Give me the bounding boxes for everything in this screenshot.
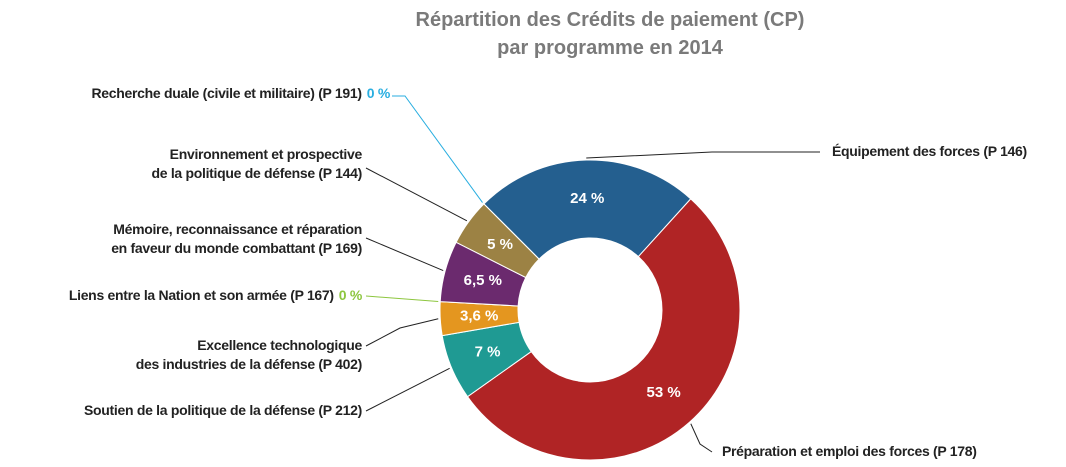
category-name: Équipement des forces (P 146) (832, 143, 1027, 159)
leader-line (690, 423, 713, 453)
chart-title: Répartition des Crédits de paiement (CP)… (415, 9, 805, 59)
leader-line (365, 318, 439, 347)
value-label: 3,6 % (460, 307, 498, 324)
value-label: 0 % (366, 85, 391, 101)
category-label: Équipement des forces (P 146) (832, 142, 1027, 161)
category-label: Soutien de la politique de la défense (P… (84, 401, 362, 420)
category-label: Mémoire, reconnaissance et réparation en… (111, 220, 362, 258)
category-name: Recherche duale (civile et militaire) (P… (91, 85, 363, 101)
leader-line (365, 167, 468, 222)
category-name: Excellence technologique des industries … (135, 337, 363, 372)
category-label: Excellence technologique des industries … (135, 336, 363, 374)
leader-line (365, 237, 444, 272)
category-name: Environnement et prospective de la polit… (151, 146, 363, 181)
category-name: Préparation et emploi des forces (P 178) (722, 443, 977, 459)
slice (483, 159, 692, 260)
category-label: Environnement et prospective de la polit… (152, 145, 363, 183)
value-label: 24 % (570, 190, 604, 207)
value-label: 5 % (487, 236, 513, 253)
category-label: Préparation et emploi des forces (P 178) (722, 442, 977, 461)
slice (466, 198, 741, 461)
category-name: Liens entre la Nation et son armée (P 16… (68, 287, 334, 303)
category-name: Mémoire, reconnaissance et réparation en… (111, 221, 362, 256)
slice (483, 203, 540, 260)
leader-line (586, 151, 820, 159)
value-label: 53 % (647, 384, 681, 401)
leader-line (365, 367, 450, 412)
leader-line (365, 295, 439, 302)
category-label: Liens entre la Nation et son armée (P 16… (69, 286, 362, 305)
value-label: 0 % (338, 287, 363, 303)
leader-line (392, 95, 483, 203)
value-label: 7 % (475, 344, 501, 361)
value-label: 6,5 % (464, 272, 502, 289)
category-label: Recherche duale (civile et militaire) (P… (92, 84, 391, 103)
category-name: Soutien de la politique de la défense (P… (84, 402, 362, 418)
